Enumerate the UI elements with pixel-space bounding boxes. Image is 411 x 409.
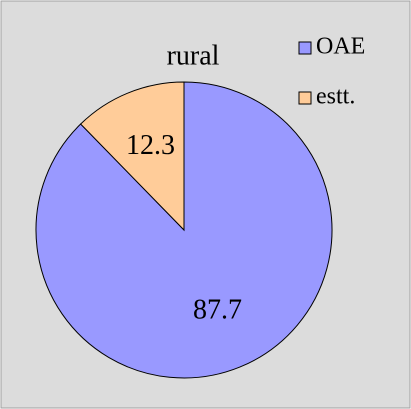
slice-label: 12.3 bbox=[126, 130, 175, 161]
legend-label: OAE bbox=[316, 34, 365, 60]
slice-label: 87.7 bbox=[193, 295, 242, 326]
legend-label: estt. bbox=[316, 84, 355, 110]
pie-slice bbox=[79, 81, 185, 232]
legend-swatch bbox=[298, 41, 312, 55]
chart-title: rural bbox=[167, 40, 220, 71]
legend-swatch bbox=[298, 91, 312, 105]
